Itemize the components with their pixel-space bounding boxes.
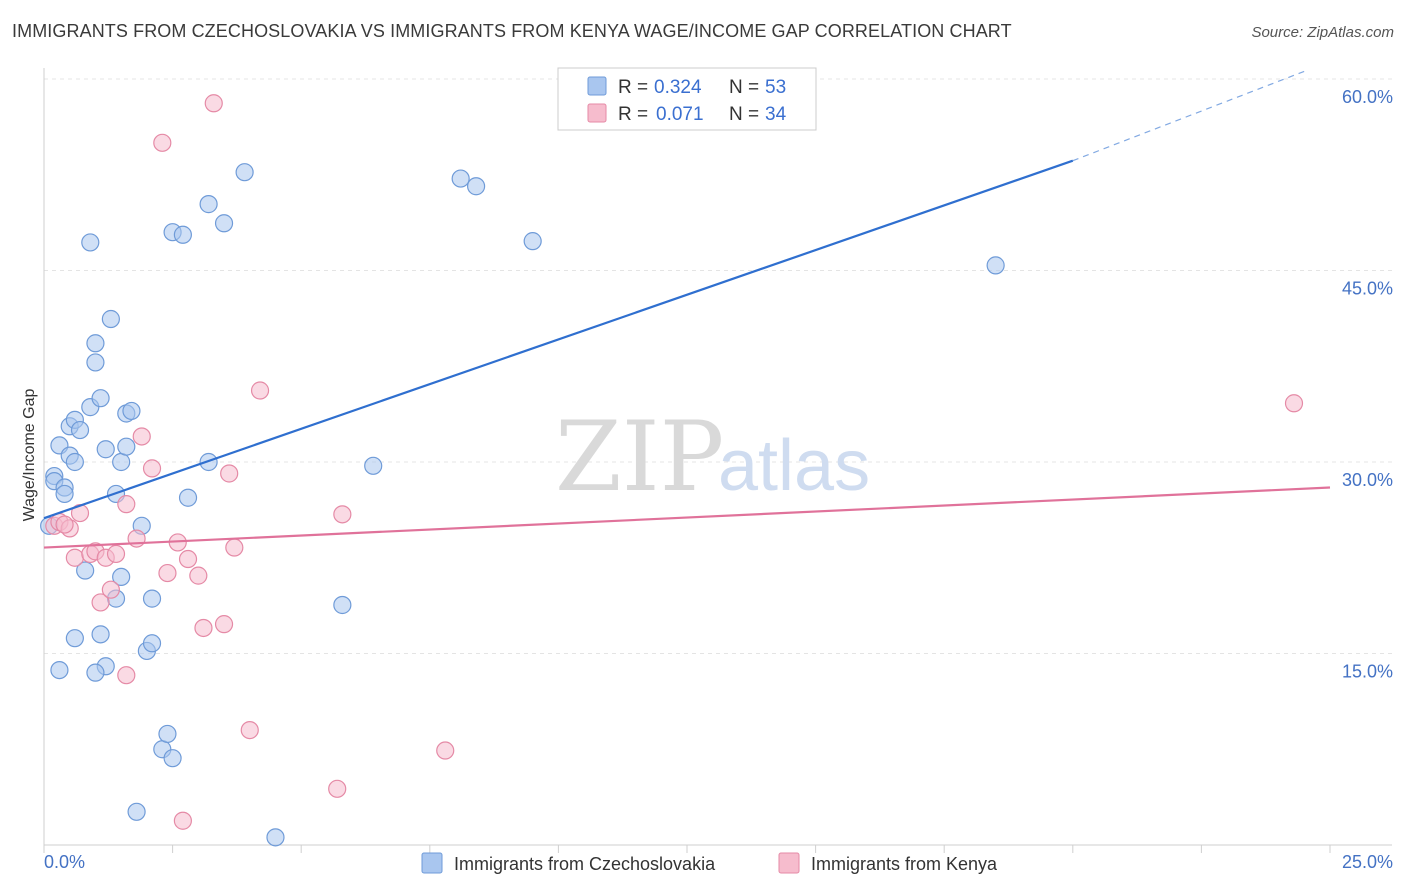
point-s1-21 xyxy=(194,618,213,638)
point-s0-24 xyxy=(112,452,131,472)
point-s1-14 xyxy=(142,459,162,478)
point-s0-44 xyxy=(364,456,383,475)
legend-r-value-1: 0.324 xyxy=(654,77,702,98)
watermark-zip: ZIP xyxy=(555,401,724,513)
point-s1-16 xyxy=(158,563,177,583)
point-s1-31 xyxy=(1284,394,1304,413)
trend-line-extension-0 xyxy=(1072,70,1305,162)
point-s0-45 xyxy=(451,169,470,188)
point-s0-52 xyxy=(127,802,146,821)
trend-lines xyxy=(43,70,1331,549)
point-s1-20 xyxy=(189,566,208,585)
x-tick-label-min: 0.0% xyxy=(44,852,85,872)
point-s0-19 xyxy=(96,440,115,459)
chart-title: IMMIGRANTS FROM CZECHOSLOVAKIA VS IMMIGR… xyxy=(12,21,1012,41)
point-s0-31 xyxy=(142,634,162,653)
point-s1-10 xyxy=(106,544,126,564)
point-s1-32 xyxy=(117,666,136,685)
point-s1-3 xyxy=(65,548,84,567)
point-s0-10 xyxy=(70,420,90,440)
point-s1-13 xyxy=(132,427,151,446)
point-s0-5 xyxy=(55,484,74,504)
legend-r-value-2: 0.071 xyxy=(656,104,704,125)
point-s1-24 xyxy=(220,464,239,483)
trend-line-0 xyxy=(43,159,1074,520)
point-s0-34 xyxy=(163,749,182,768)
point-s0-36 xyxy=(173,225,192,244)
bottom-legend-label-czechoslovakia: Immigrants from Czechoslovakia xyxy=(454,854,716,874)
legend-swatch-kenya xyxy=(587,103,607,123)
point-s1-15 xyxy=(153,133,172,152)
point-s1-30 xyxy=(436,741,455,760)
legend-n-label-1: N = xyxy=(729,77,759,98)
point-s0-50 xyxy=(65,629,84,648)
y-tick-label-0: 15.0% xyxy=(1342,662,1393,682)
legend-n-value-1: 53 xyxy=(765,77,786,98)
data-points xyxy=(40,94,1304,847)
watermark: ZIP atlas xyxy=(555,401,870,513)
bottom-legend-swatch-czechoslovakia xyxy=(421,852,443,874)
legend-n-label-2: N = xyxy=(729,104,759,125)
point-s1-18 xyxy=(173,811,192,830)
point-s1-28 xyxy=(328,779,347,798)
point-s0-47 xyxy=(523,232,542,251)
point-s0-41 xyxy=(235,163,254,182)
point-s0-12 xyxy=(81,233,100,252)
legend-n-value-2: 34 xyxy=(765,104,787,125)
point-s0-37 xyxy=(178,488,198,507)
point-s1-33 xyxy=(55,515,74,534)
point-s1-9 xyxy=(101,580,120,599)
y-axis-title: Wage/Income Gap xyxy=(21,389,38,522)
point-s0-49 xyxy=(50,660,69,680)
x-tick-label-max: 25.0% xyxy=(1342,852,1393,872)
point-s0-27 xyxy=(122,401,141,421)
trend-line-1 xyxy=(43,486,1331,549)
point-s0-48 xyxy=(986,256,1005,275)
point-s1-19 xyxy=(178,549,198,569)
point-s0-8 xyxy=(65,452,84,472)
gridlines xyxy=(44,78,1392,654)
legend-r-label-1: R = xyxy=(618,77,648,98)
point-s0-46 xyxy=(466,177,486,196)
series-1-points xyxy=(45,94,1304,830)
axes xyxy=(43,68,1392,853)
point-s0-33 xyxy=(158,724,177,744)
y-tick-label-3: 60.0% xyxy=(1342,87,1393,107)
watermark-atlas: atlas xyxy=(718,426,870,506)
point-s0-38 xyxy=(199,195,218,214)
point-s1-7 xyxy=(91,593,110,612)
point-s1-27 xyxy=(250,381,270,400)
bottom-legend-swatch-kenya xyxy=(778,852,800,874)
point-s0-42 xyxy=(266,828,285,847)
point-s0-15 xyxy=(86,353,105,372)
bottom-legend-label-kenya: Immigrants from Kenya xyxy=(811,854,998,874)
point-s1-22 xyxy=(204,94,223,113)
legend-swatch-czechoslovakia xyxy=(587,76,607,96)
chart-source: Source: ZipAtlas.com xyxy=(1251,24,1394,41)
point-s0-23 xyxy=(112,567,131,587)
point-s0-40 xyxy=(214,214,234,233)
point-s0-11 xyxy=(76,561,95,580)
point-s1-23 xyxy=(214,615,234,634)
point-s1-26 xyxy=(240,720,259,740)
point-s0-30 xyxy=(142,589,162,608)
point-s0-51 xyxy=(86,663,105,682)
bottom-legend: Immigrants from Czechoslovakia Immigrant… xyxy=(421,852,998,874)
y-tick-label-2: 45.0% xyxy=(1342,279,1393,299)
point-s0-14 xyxy=(86,334,105,353)
point-s0-16 xyxy=(91,389,110,408)
point-s1-29 xyxy=(333,505,352,524)
legend: R = 0.324 N = 53 R = 0.071 N = 34 xyxy=(557,67,817,131)
legend-r-label-2: R = xyxy=(618,104,648,125)
point-s0-43 xyxy=(333,595,352,615)
point-s1-11 xyxy=(117,495,136,514)
point-s0-20 xyxy=(101,309,120,329)
point-s1-25 xyxy=(225,538,244,557)
y-tick-labels: 15.0% 30.0% 45.0% 60.0% xyxy=(1342,87,1393,682)
y-tick-label-1: 30.0% xyxy=(1342,470,1393,490)
point-s0-17 xyxy=(91,625,110,644)
point-s0-25 xyxy=(117,437,136,456)
